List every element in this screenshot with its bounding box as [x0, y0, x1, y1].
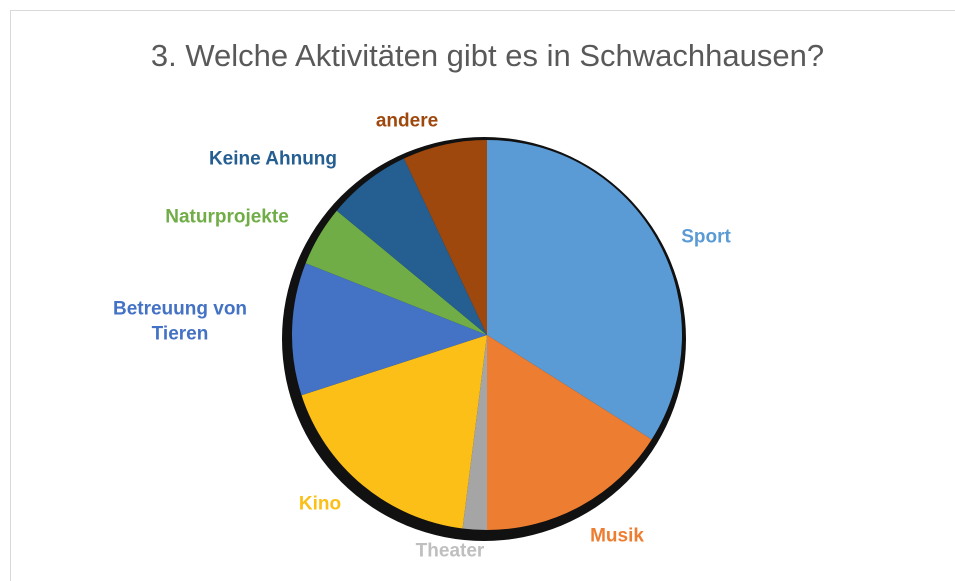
chart-frame — [10, 10, 955, 581]
slice-label: Betreuung von Tieren — [112, 298, 248, 344]
slice-label: Kino — [298, 493, 342, 515]
pie-slice — [403, 140, 487, 335]
slice-label: andere — [375, 110, 439, 132]
slice-label: Musik — [590, 525, 644, 547]
pie-slice — [292, 263, 487, 396]
slice-label: Keine Ahnung — [208, 148, 338, 170]
pie-slice — [301, 335, 487, 529]
slice-label: Sport — [681, 226, 731, 248]
slice-label: Theater — [415, 540, 485, 562]
chart-title: 3. Welche Aktivitäten gibt es in Schwach… — [150, 38, 825, 73]
pie-slice — [487, 335, 652, 530]
pie-slice — [462, 335, 487, 531]
slice-label: Naturprojekte — [165, 206, 289, 228]
pie-slice — [336, 158, 487, 335]
pie-slice — [487, 140, 682, 440]
pie-slice — [305, 210, 487, 335]
